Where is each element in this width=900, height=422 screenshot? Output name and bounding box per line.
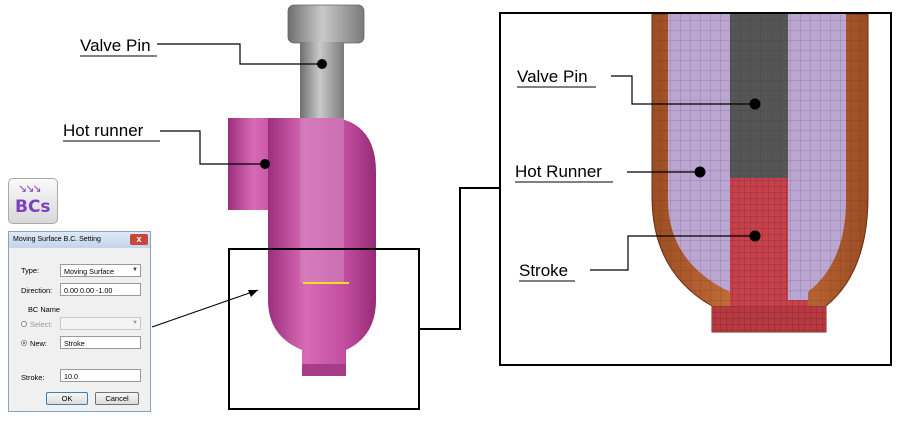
ok-button[interactable]: OK bbox=[46, 392, 88, 405]
zoom-connector-line bbox=[420, 187, 501, 330]
moving-surface-bc-dialog: Moving Surface B.C. Setting x Type: Movi… bbox=[8, 231, 151, 412]
type-select-value: Moving Surface bbox=[64, 267, 114, 276]
callout-label: Valve Pin bbox=[517, 67, 588, 86]
type-label: Type: bbox=[21, 266, 40, 275]
close-icon[interactable]: x bbox=[130, 234, 148, 245]
callout-label: Valve Pin bbox=[80, 36, 151, 55]
chevron-down-icon: ▼ bbox=[132, 320, 138, 326]
callout-stroke-right: Stroke bbox=[519, 230, 761, 282]
select-radio[interactable] bbox=[21, 321, 27, 327]
bc-name-label: BC Name bbox=[28, 305, 61, 314]
new-bc-name-value: Stroke bbox=[64, 339, 85, 348]
callout-hot-runner-left: Hot runner bbox=[63, 121, 270, 169]
callout-label: Hot runner bbox=[63, 121, 144, 140]
bcs-icon-label: BCs bbox=[15, 197, 51, 217]
new-bc-name-input[interactable]: Stroke bbox=[60, 336, 141, 349]
dialog-pointer-arrow bbox=[151, 289, 259, 328]
arrows-icon: ↘↘↘ bbox=[18, 183, 42, 195]
valve-pin-inner bbox=[300, 118, 344, 283]
stroke-value: 10.0 bbox=[64, 372, 78, 381]
runner-tip bbox=[302, 364, 346, 376]
select-bc-dropdown[interactable]: ▼ bbox=[60, 317, 141, 330]
callout-hot-runner-right: Hot Runner bbox=[515, 162, 706, 183]
chevron-down-icon: ▼ bbox=[132, 267, 138, 273]
stroke-label: Stroke: bbox=[21, 373, 45, 382]
new-label: New: bbox=[30, 339, 47, 348]
cancel-button[interactable]: Cancel bbox=[95, 392, 139, 405]
callout-valve-pin-right: Valve Pin bbox=[517, 67, 761, 110]
bcs-toolbar-button[interactable]: ↘↘↘ BCs bbox=[8, 178, 58, 224]
direction-input[interactable]: 0.00 0.00 -1.00 bbox=[60, 283, 141, 296]
mesh-cross-section bbox=[651, 14, 869, 333]
type-select[interactable]: Moving Surface ▼ bbox=[60, 264, 141, 277]
callout-label: Stroke bbox=[519, 261, 568, 280]
dialog-title: Moving Surface B.C. Setting bbox=[13, 236, 101, 243]
stroke-input[interactable]: 10.0 bbox=[60, 369, 141, 382]
direction-value: 0.00 0.00 -1.00 bbox=[64, 286, 113, 295]
hot-runner-model bbox=[228, 4, 376, 376]
valve-pin-head bbox=[287, 4, 365, 44]
callout-valve-pin-left: Valve Pin bbox=[80, 36, 327, 69]
dialog-titlebar: Moving Surface B.C. Setting x bbox=[9, 232, 150, 248]
zoom-region-box bbox=[228, 248, 420, 410]
callout-label: Hot Runner bbox=[515, 162, 602, 181]
direction-label: Direction: bbox=[21, 286, 53, 295]
new-radio[interactable] bbox=[21, 340, 27, 346]
select-label: Select: bbox=[30, 320, 53, 329]
valve-pin-shaft bbox=[300, 42, 344, 120]
